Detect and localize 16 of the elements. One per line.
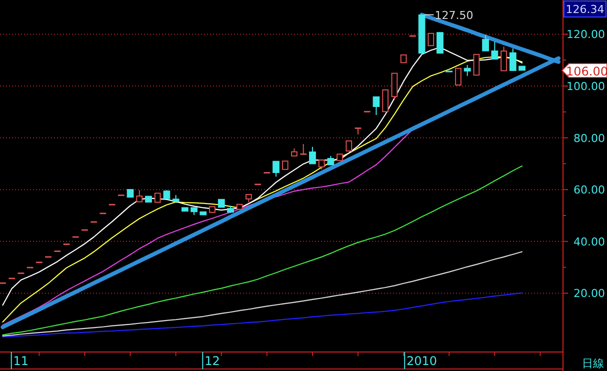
x-tick-label: 12: [204, 354, 220, 368]
text: 106.00: [566, 64, 607, 78]
annotation: 127.50: [434, 8, 474, 22]
y-tick-label: 40.00: [574, 235, 605, 248]
y-tick-label: 100.00: [566, 80, 605, 93]
y-tick-label: 20.00: [574, 287, 605, 300]
y-tick-label: 120.00: [566, 28, 605, 42]
text: 126.34: [566, 3, 604, 16]
line-series: [2, 251, 523, 336]
y-tick-label: 60.00: [574, 184, 605, 197]
x-tick-label: 11: [13, 354, 29, 368]
line-series: [2, 292, 523, 338]
text: 日線: [582, 357, 604, 370]
x-tick-label: 2010: [406, 354, 438, 368]
line-series: [2, 165, 523, 336]
y-tick-label: 80.00: [574, 132, 605, 145]
